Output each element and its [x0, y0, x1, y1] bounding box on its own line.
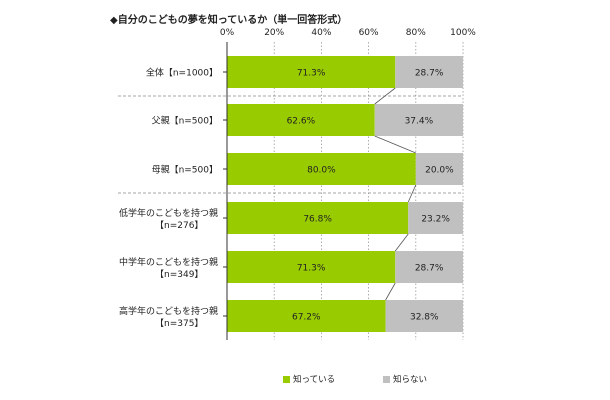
bar-known: [227, 104, 375, 136]
data-label: 67.2%: [292, 313, 321, 323]
data-label: 37.4%: [405, 117, 434, 127]
legend-swatch-unknown: [383, 375, 390, 383]
bar-known: [227, 202, 409, 234]
category-n-label: 【n=349】: [155, 269, 203, 280]
category-label: 母親【n=500】: [152, 164, 218, 176]
data-label: 23.2%: [421, 215, 450, 225]
bar-known: [227, 153, 416, 185]
category-n-label: 【n=276】: [155, 220, 203, 231]
category-n-label: 【n=375】: [155, 318, 203, 329]
bar-known: [227, 56, 396, 88]
data-label: 28.7%: [415, 69, 444, 79]
data-label: 20.0%: [425, 166, 454, 176]
x-tick-label: 80%: [406, 28, 426, 38]
legend-swatch-known: [283, 375, 290, 383]
bar-unknown: [395, 251, 463, 283]
data-label: 28.7%: [415, 264, 444, 274]
legend-item-known: 知っている: [283, 373, 335, 385]
data-label: 32.8%: [410, 313, 439, 323]
chart-title: ◆自分のこどもの夢を知っているか（単一回答形式）: [110, 15, 348, 26]
x-tick-label: 40%: [311, 28, 331, 38]
bar-unknown: [415, 153, 463, 185]
x-tick-label: 20%: [264, 28, 284, 38]
category-label: 父親【n=500】: [152, 115, 218, 127]
data-label: 80.0%: [307, 166, 336, 176]
bar-unknown: [385, 300, 463, 332]
connector-line: [374, 135, 416, 154]
connector-line: [394, 233, 409, 252]
legend-label-unknown: 知らない: [393, 375, 428, 385]
category-label: 全体【n=1000】: [146, 67, 218, 79]
x-tick-label: 0%: [220, 28, 235, 38]
category-label: 低学年のこどもを持つ親: [119, 207, 218, 219]
connector-line: [385, 282, 396, 301]
connector-line: [374, 87, 396, 105]
data-label: 76.8%: [303, 215, 332, 225]
x-tick-label: 60%: [359, 28, 379, 38]
bar-known: [227, 251, 396, 283]
category-label: 中学年のこどもを持つ親: [119, 256, 218, 268]
bar-unknown: [395, 56, 463, 88]
bar-unknown: [408, 202, 463, 234]
connector-line: [407, 184, 417, 203]
bar-unknown: [374, 104, 463, 136]
data-label: 71.3%: [297, 264, 326, 274]
bar-known: [227, 300, 386, 332]
x-tick-label: 100%: [450, 28, 476, 38]
data-label: 62.6%: [287, 117, 316, 127]
data-label: 71.3%: [297, 69, 326, 79]
category-label: 高学年のこどもを持つ親: [119, 305, 218, 317]
legend-item-unknown: 知らない: [383, 373, 427, 385]
legend-label-known: 知っている: [293, 375, 336, 385]
